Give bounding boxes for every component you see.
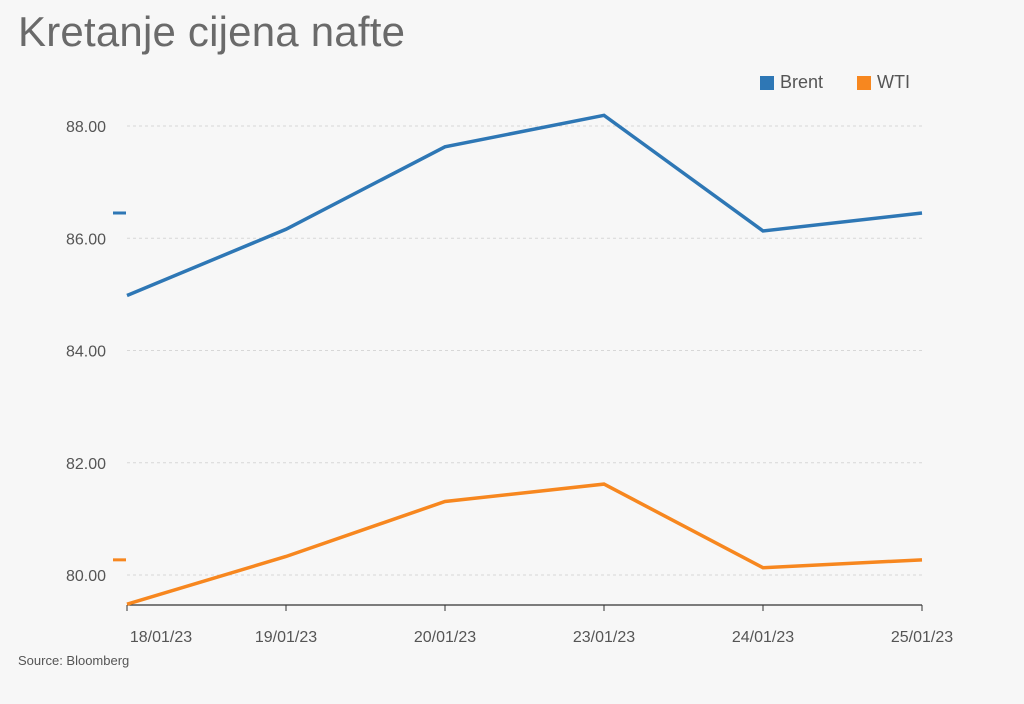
legend-item-wti: WTI (857, 72, 910, 93)
y-tick-label: 80.00 (66, 568, 106, 585)
x-tick-label: 23/01/23 (573, 629, 635, 646)
x-tick-label: 24/01/23 (732, 629, 794, 646)
series-line-brent (126, 113, 923, 298)
legend-item-brent: Brent (760, 72, 823, 93)
x-tick-label: 19/01/23 (255, 629, 317, 646)
series-line-wti (126, 482, 923, 606)
x-tick-label: 20/01/23 (414, 629, 476, 646)
y-tick-label: 84.00 (66, 344, 106, 361)
y-tick-label: 82.00 (66, 456, 106, 473)
legend-swatch-wti (857, 75, 872, 90)
y-tick-label: 88.00 (66, 119, 106, 136)
legend-swatch-brent (760, 75, 774, 90)
legend-label-brent: Brent (780, 72, 824, 92)
legend-label-wti: WTI (877, 72, 911, 92)
legend: Brent WTI (760, 72, 910, 93)
x-tick-label: 18/01/23 (130, 629, 192, 646)
x-tick-label: 25/01/23 (891, 629, 953, 646)
chart-title: Kretanje cijena nafte (18, 8, 406, 55)
source-note: Source: Bloomberg (18, 653, 130, 668)
y-tick-label: 86.00 (66, 231, 106, 248)
